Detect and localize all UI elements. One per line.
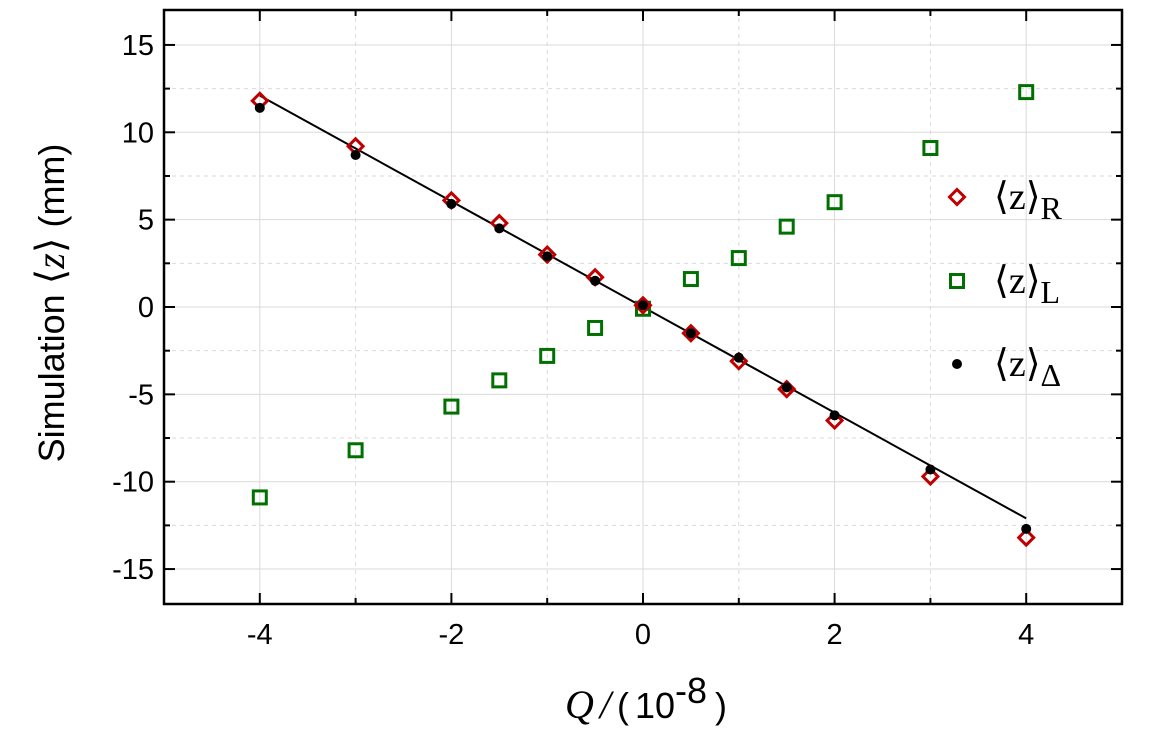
data-point-dot bbox=[638, 300, 648, 311]
data-point-square-open bbox=[347, 442, 364, 459]
data-point-square-open bbox=[1018, 84, 1035, 101]
data-point-dot bbox=[829, 410, 840, 421]
data-point-dot bbox=[590, 275, 601, 286]
x-axis-open-paren: ( bbox=[617, 685, 629, 726]
y-axis-prefix: Simulation bbox=[31, 284, 72, 462]
y-axis-ket: ⟩ bbox=[28, 238, 73, 254]
x-tick-label: 4 bbox=[1018, 619, 1034, 651]
data-point-diamond-open bbox=[681, 323, 701, 343]
data-point-square-open bbox=[251, 489, 268, 506]
data-point-dot bbox=[254, 102, 265, 113]
data-point-dot bbox=[446, 198, 457, 209]
legend: ⟨z⟩R ⟨z⟩L ⟨z⟩Δ bbox=[947, 176, 1063, 393]
x-axis-unit-base: 10 bbox=[635, 685, 675, 726]
legend-marker-square-open bbox=[949, 273, 965, 289]
data-point-diamond-open bbox=[824, 410, 845, 431]
data-point-dot bbox=[685, 328, 696, 339]
y-tick-label: 15 bbox=[122, 30, 154, 62]
x-axis-unit-exponent: -8 bbox=[675, 670, 707, 711]
data-point-dot bbox=[781, 382, 792, 393]
legend-entry-label: ⟨z⟩L bbox=[994, 260, 1060, 310]
data-point-diamond-open bbox=[1016, 527, 1036, 548]
y-tick-label: -10 bbox=[112, 467, 154, 499]
x-tick-label: 2 bbox=[827, 619, 843, 651]
data-point-dot bbox=[542, 251, 553, 262]
y-axis-bra: ⟨ bbox=[28, 269, 73, 285]
data-point-diamond-open bbox=[729, 351, 749, 371]
legend-entry-label: ⟨z⟩Δ bbox=[994, 343, 1061, 393]
data-point-square-open bbox=[491, 372, 508, 389]
data-point-dot bbox=[350, 150, 361, 161]
data-point-diamond-open bbox=[633, 295, 653, 315]
x-axis-label: Q /(10-8) bbox=[565, 670, 727, 727]
y-axis-symbol: z bbox=[28, 253, 73, 270]
x-axis-symbol: Q bbox=[565, 682, 594, 727]
x-tick-label: -4 bbox=[247, 619, 273, 651]
data-point-square-open bbox=[682, 271, 699, 288]
legend-marker-dot bbox=[952, 359, 962, 369]
axis-ticks: -4 -2 0 2 4 -15 -10 -5 0 5 10 15 bbox=[112, 10, 1122, 651]
data-point-dot bbox=[925, 464, 936, 475]
data-point-diamond-open bbox=[920, 466, 941, 487]
y-tick-label: 0 bbox=[138, 292, 154, 324]
data-point-square-open bbox=[778, 218, 795, 235]
y-tick-label: 5 bbox=[138, 205, 154, 237]
data-point-diamond-open bbox=[537, 244, 557, 265]
legend-entry-label: ⟨z⟩R bbox=[994, 176, 1063, 226]
y-axis-label: Simulation ⟨z⟩ (mm) bbox=[28, 144, 73, 463]
legend-marker-diamond-open bbox=[947, 187, 967, 207]
data-point-dot bbox=[494, 223, 505, 234]
data-point-diamond-open bbox=[777, 379, 797, 399]
y-tick-label: -15 bbox=[112, 554, 154, 586]
data-point-square-open bbox=[539, 347, 556, 364]
x-axis-slash: / bbox=[598, 682, 615, 727]
y-axis-unit: (mm) bbox=[31, 144, 72, 238]
data-point-square-open bbox=[922, 140, 939, 157]
x-tick-label: -2 bbox=[439, 619, 465, 651]
data-point-square-open bbox=[826, 194, 843, 211]
data-point-dot bbox=[733, 352, 744, 363]
data-markers bbox=[250, 84, 1036, 548]
y-tick-label: -5 bbox=[128, 379, 154, 411]
y-tick-label: 10 bbox=[122, 117, 154, 149]
data-point-square-open bbox=[587, 319, 604, 336]
data-point-dot bbox=[1021, 523, 1032, 534]
data-point-square-open bbox=[730, 250, 747, 267]
x-axis-close-paren: ) bbox=[715, 685, 727, 726]
x-tick-label: 0 bbox=[635, 619, 651, 651]
data-point-square-open bbox=[443, 398, 460, 415]
